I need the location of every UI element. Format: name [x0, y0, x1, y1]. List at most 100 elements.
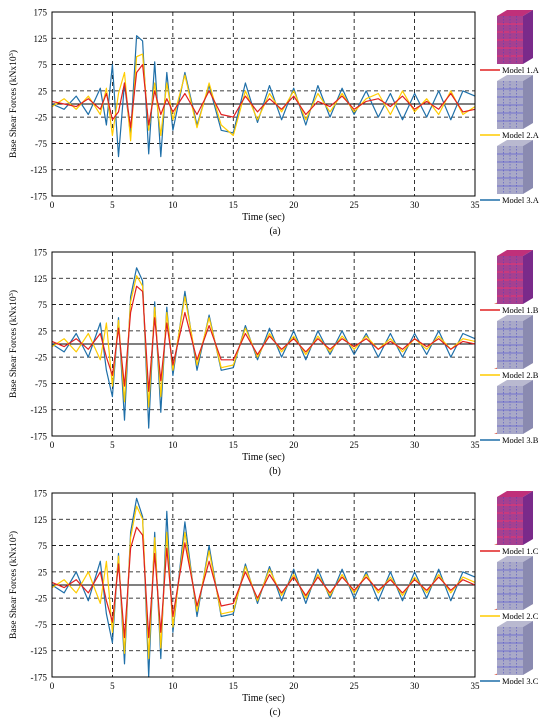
y-axis-label: Base Shear Forces (kNx103): [8, 50, 20, 158]
legend-label: Model 2.A: [502, 130, 540, 140]
y-tick-label: 175: [34, 248, 48, 258]
x-tick-label: 35: [471, 681, 481, 691]
legend-label: Model 3.A: [502, 195, 540, 205]
model-illustration-0: [494, 491, 533, 545]
legend: Model 1.C Model 2.C Model 3.C: [480, 491, 539, 686]
model-side-face: [523, 75, 533, 129]
y-tick-label: 25: [38, 326, 48, 336]
y-axis-label: Base Shear Forces (kNx103): [8, 290, 20, 398]
legend-label: Model 2.C: [502, 611, 539, 621]
chart-panel-a: 175 125 75 25 -25 -75 -125 -175 0 5 10 15 20 25 30 35 Ti…: [0, 0, 550, 240]
x-tick-label: 25: [350, 440, 360, 450]
x-axis-label: Time (sec): [242, 452, 285, 463]
x-tick-label: 15: [229, 440, 239, 450]
x-tick-label: 0: [50, 200, 55, 210]
y-tick-label: 125: [34, 274, 48, 284]
model-roof: [497, 75, 533, 81]
model-roof: [497, 140, 533, 146]
x-tick-label: 25: [350, 200, 360, 210]
chart-panel-c: 175 125 75 25 -25 -75 -125 -175 0 5 10 15 20 25 30 35 Ti…: [0, 481, 550, 721]
y-tick-label: 25: [38, 567, 48, 577]
model-illustration-2: [494, 621, 533, 675]
model-roof: [497, 491, 533, 497]
y-tick-label: -25: [35, 594, 47, 604]
x-tick-label: 20: [289, 440, 299, 450]
model-roof: [497, 380, 533, 386]
model-side-face: [523, 250, 533, 304]
x-tick-label: 10: [168, 681, 178, 691]
model-side-face: [523, 140, 533, 194]
model-illustration-0: [494, 250, 533, 304]
model-illustration-2: [497, 140, 533, 194]
x-tick-label: 20: [289, 681, 299, 691]
y-tick-label: -25: [35, 353, 47, 363]
plot-frame: [51, 11, 476, 197]
x-tick-label: 5: [110, 440, 115, 450]
caption-b: (b): [269, 466, 281, 477]
model-illustration-2: [494, 380, 533, 434]
y-tick-label: 75: [38, 541, 48, 551]
model-side-face: [523, 491, 533, 545]
caption-c: (c): [269, 707, 281, 718]
y-tick-label: -125: [31, 165, 48, 175]
x-tick-label: 15: [229, 200, 239, 210]
y-tick-label: 75: [38, 300, 48, 310]
x-tick-label: 0: [50, 440, 55, 450]
legend-label: Model 3.B: [502, 435, 539, 445]
y-tick-label: 75: [38, 60, 48, 70]
y-tick-label: -125: [31, 405, 48, 415]
model-illustration-1: [497, 75, 533, 129]
x-tick-label: 30: [410, 440, 420, 450]
model-side-face: [523, 556, 533, 610]
model-side-face: [523, 621, 533, 675]
y-tick-label: -25: [35, 113, 47, 123]
caption-a: (a): [269, 226, 281, 237]
series-line-model-2-b: [51, 275, 476, 408]
model-side-face: [523, 380, 533, 434]
x-tick-label: 25: [350, 681, 360, 691]
x-tick-label: 0: [50, 681, 55, 691]
x-tick-label: 5: [110, 200, 115, 210]
x-axis-label: Time (sec): [242, 212, 285, 223]
chart-panel-b: 175 125 75 25 -25 -75 -125 -175 0 5 10 15 20 25 30 35 Ti…: [0, 240, 550, 480]
y-tick-label: -75: [35, 139, 47, 149]
legend-label: Model 2.B: [502, 370, 539, 380]
legend-label: Model 1.C: [502, 546, 539, 556]
y-tick-label: -175: [31, 192, 48, 202]
legend: Model 1.B Model 2.B Model 3.B: [480, 250, 539, 445]
legend: Model 1.A Model 2.A Model 3.A: [480, 10, 540, 205]
model-side-face: [523, 315, 533, 369]
y-tick-label: 175: [34, 489, 48, 499]
y-tick-label: 25: [38, 86, 48, 96]
plot-frame: [51, 251, 476, 437]
series-line-model-1-b: [51, 285, 476, 392]
legend-label: Model 1.B: [502, 305, 539, 315]
model-side-face: [523, 10, 533, 64]
x-tick-label: 35: [471, 440, 481, 450]
series-line-model-3-a: [51, 35, 476, 158]
plot-frame: [51, 492, 476, 678]
legend-label: Model 1.A: [502, 65, 540, 75]
x-tick-label: 10: [168, 200, 178, 210]
y-axis-label: Base Shear Forces (kNx103): [8, 531, 20, 639]
y-tick-label: -75: [35, 620, 47, 630]
x-tick-label: 10: [168, 440, 178, 450]
model-roof: [497, 621, 533, 627]
series-line-model-1-a: [51, 63, 476, 129]
x-tick-label: 30: [410, 200, 420, 210]
x-tick-label: 20: [289, 200, 299, 210]
model-illustration-1: [494, 315, 533, 369]
y-tick-label: -75: [35, 379, 47, 389]
x-tick-label: 35: [471, 200, 481, 210]
y-tick-label: 125: [34, 515, 48, 525]
model-roof: [497, 250, 533, 256]
x-axis-label: Time (sec): [242, 693, 285, 704]
model-illustration-0: [497, 10, 533, 64]
y-tick-label: 125: [34, 34, 48, 44]
y-tick-label: -125: [31, 646, 48, 656]
y-tick-label: 175: [34, 8, 48, 18]
x-tick-label: 30: [410, 681, 420, 691]
